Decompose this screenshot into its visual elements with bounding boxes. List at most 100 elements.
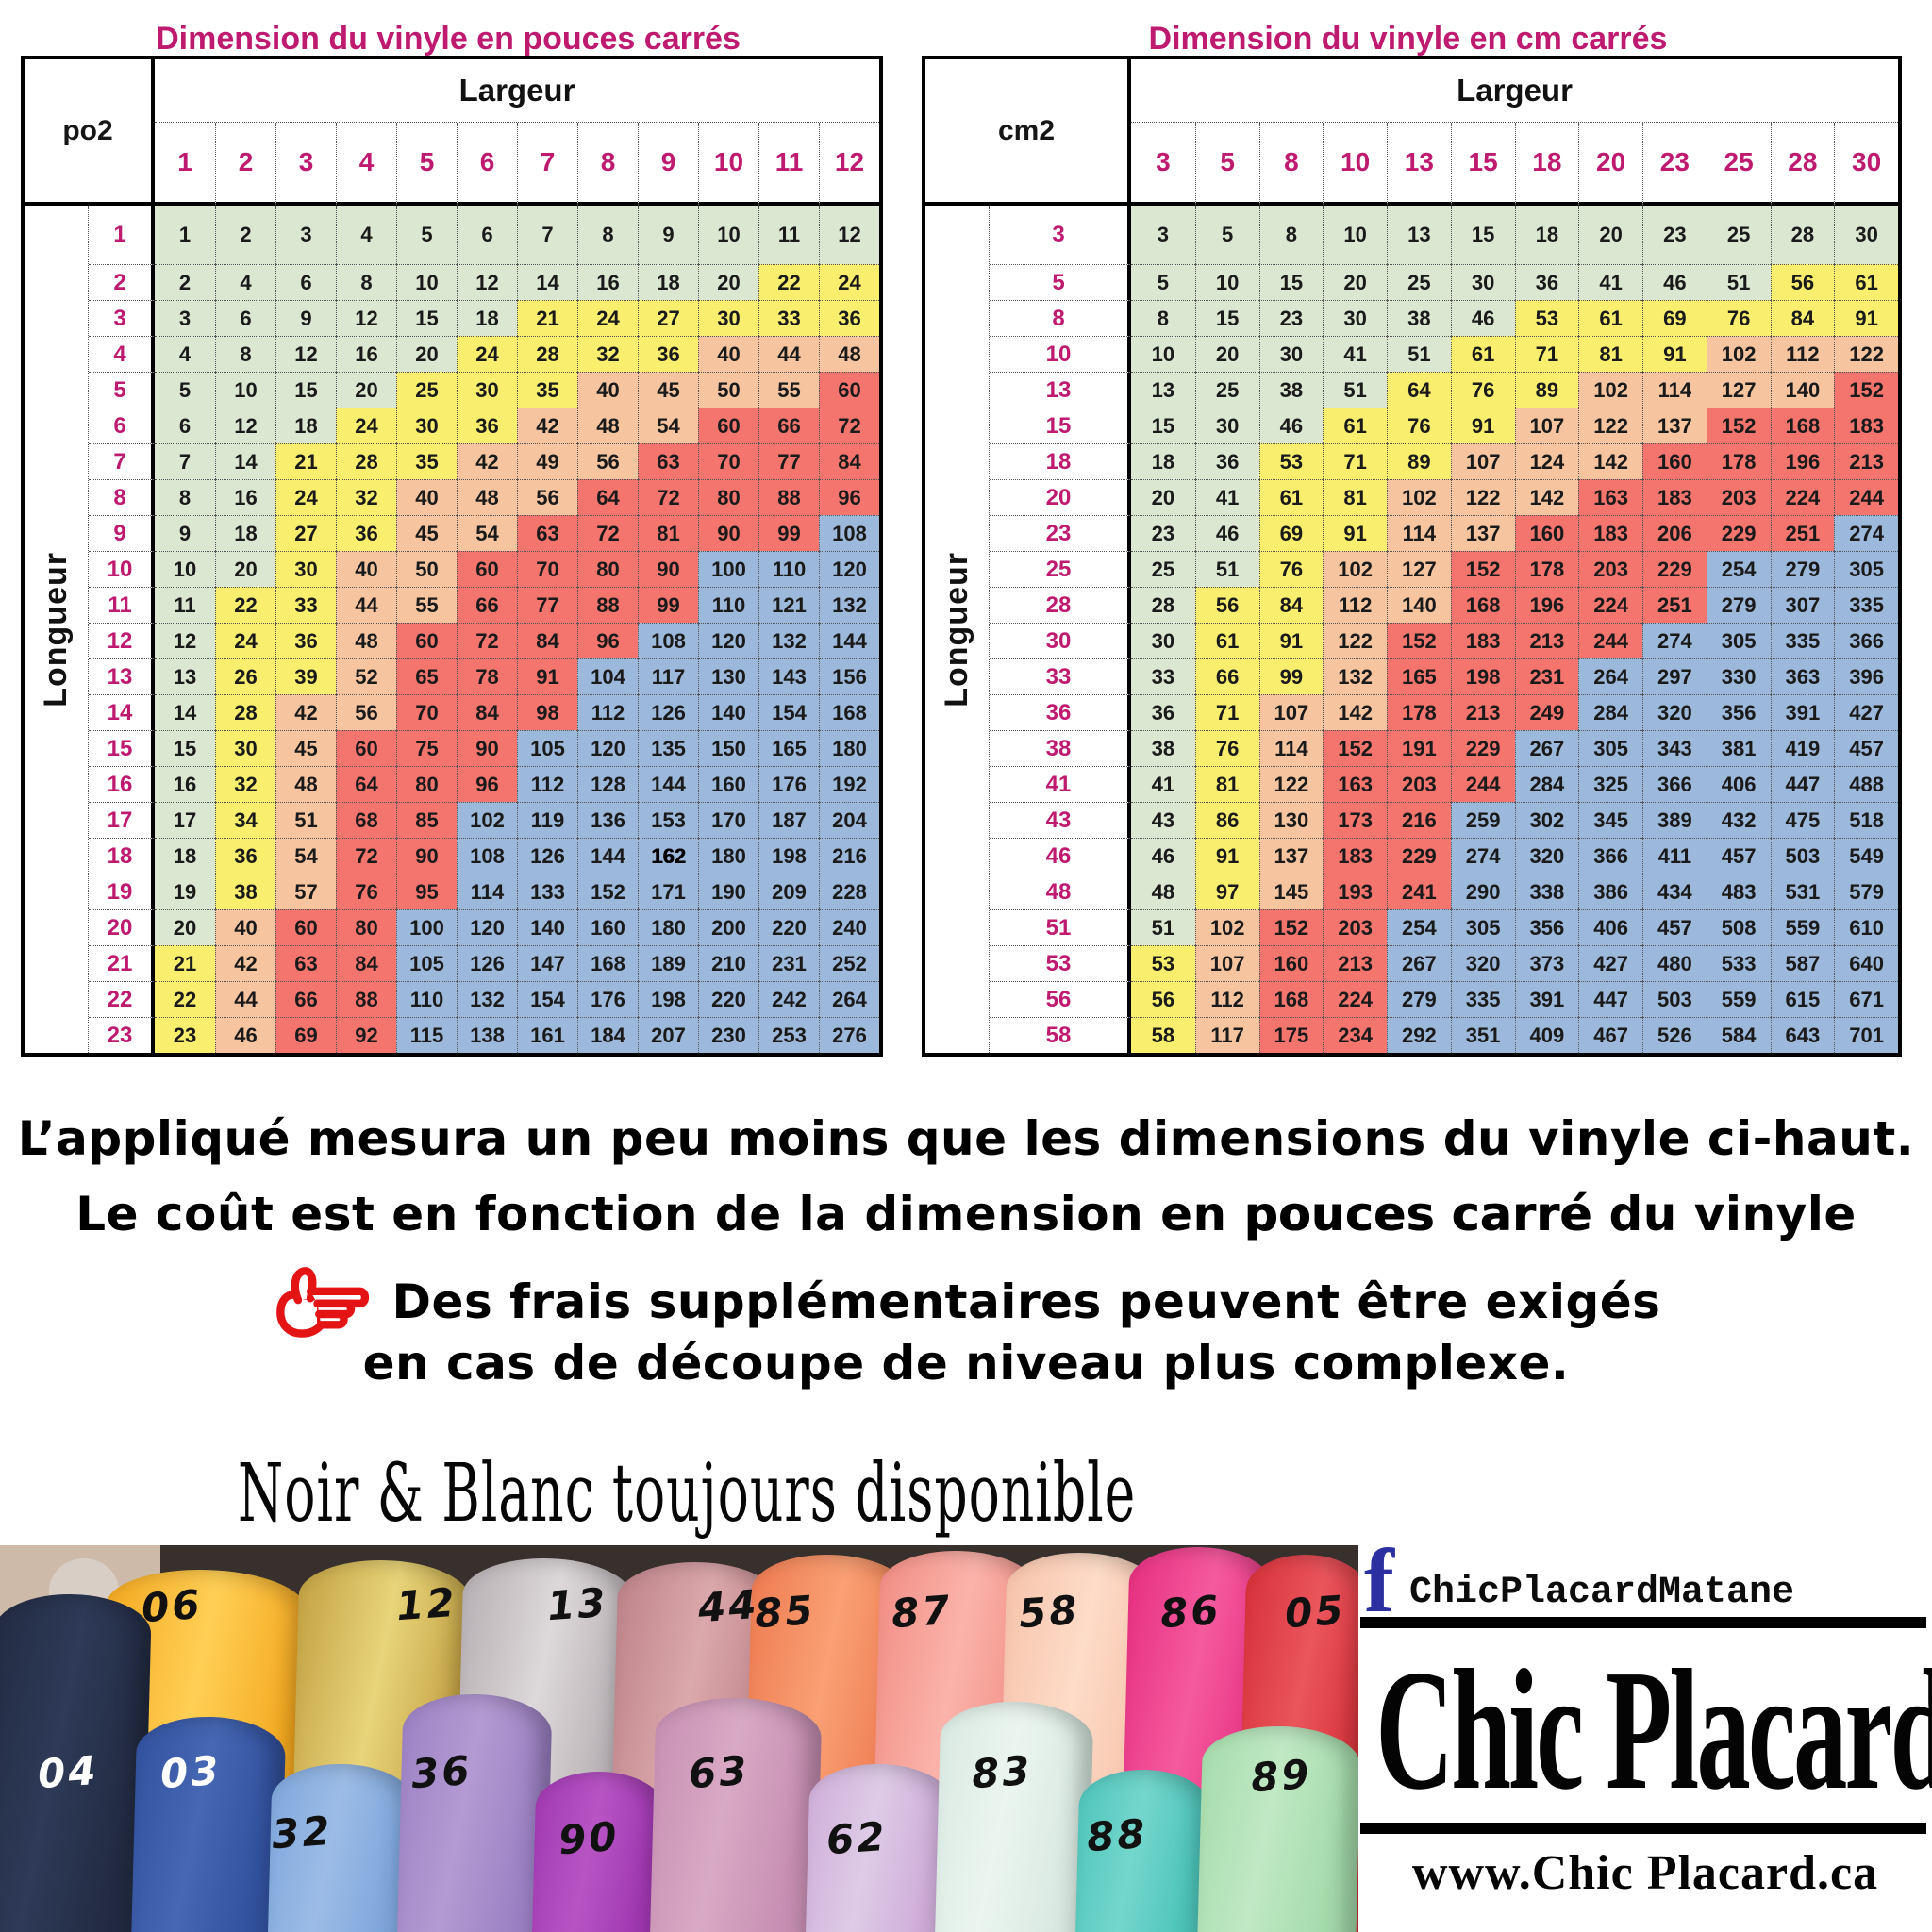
- table-cell: 176: [577, 981, 638, 1017]
- table-cell: 60: [457, 551, 517, 587]
- table-cell: 396: [1834, 658, 1898, 694]
- table-cell: 183: [1578, 515, 1642, 551]
- table-cell: 22: [758, 264, 819, 300]
- row-header: 36: [990, 694, 1131, 730]
- table-cell: 76: [1450, 372, 1515, 408]
- table-cell: 50: [396, 551, 457, 587]
- table-cell: 96: [457, 766, 517, 802]
- table-cell: 5: [155, 372, 215, 408]
- table-cell: 140: [1770, 372, 1835, 408]
- table-cell: 168: [1450, 587, 1515, 623]
- table-cell: 108: [819, 515, 879, 551]
- table-cell: 156: [819, 658, 879, 694]
- table-cell: 381: [1706, 730, 1771, 766]
- table-cell: 178: [1706, 443, 1771, 479]
- table-cell: 72: [457, 623, 517, 658]
- table-cell: 297: [1642, 658, 1707, 694]
- vinyl-roll-number-12: 12: [394, 1578, 459, 1630]
- table-cell: 15: [275, 372, 336, 408]
- row-axis-text: Longueur: [939, 551, 974, 708]
- table-cell: 610: [1834, 909, 1898, 945]
- table-cell: 252: [819, 945, 879, 981]
- table-cell: 3: [275, 206, 336, 264]
- table-cell: 56: [1194, 587, 1259, 623]
- table-cell: 117: [638, 658, 698, 694]
- table-cell: 15: [1258, 264, 1324, 300]
- table-cell: 213: [1323, 945, 1387, 981]
- table-cell: 192: [819, 766, 879, 802]
- vinyl-roll-number-03: 03: [158, 1746, 224, 1798]
- table-cell: 16: [155, 766, 215, 802]
- pointing-hand-icon: [275, 1267, 369, 1338]
- table-cell: 142: [1578, 443, 1642, 479]
- table-cell: 40: [577, 372, 638, 408]
- table-cell: 671: [1834, 981, 1898, 1017]
- table-cell: 21: [275, 443, 336, 479]
- table-cell: 68: [336, 802, 396, 838]
- table-cell: 36: [275, 623, 336, 658]
- table-cell: 701: [1834, 1017, 1898, 1053]
- table-cell: 99: [758, 515, 819, 551]
- website-url[interactable]: www.Chic Placard.ca: [1411, 1846, 1879, 1900]
- table-cell: 220: [698, 981, 758, 1017]
- table-cell: 84: [336, 945, 396, 981]
- table-cell: 110: [698, 587, 758, 623]
- table-cell: 89: [1514, 372, 1579, 408]
- table-cell: 229: [1642, 551, 1707, 587]
- table-cell: 559: [1706, 981, 1771, 1017]
- table-cell: 18: [1131, 443, 1195, 479]
- table-cell: 12: [215, 408, 275, 443]
- table-cell: 120: [457, 909, 517, 945]
- table-cell: 305: [1706, 623, 1771, 658]
- note-line-1: L’appliqué mesura un peu moins que les d…: [17, 1111, 1915, 1166]
- row-header: 38: [990, 730, 1131, 766]
- facebook-row: f ChicPlacardMatane: [1364, 1536, 1795, 1626]
- table-cell: 80: [396, 766, 457, 802]
- table-cell: 4: [215, 264, 275, 300]
- table-cell: 160: [1258, 945, 1324, 981]
- col-header: 15: [1450, 123, 1515, 206]
- table-cell: 110: [758, 551, 819, 587]
- table-cell: 33: [758, 300, 819, 336]
- table-cell: 33: [1131, 658, 1195, 694]
- table-cell: 35: [517, 372, 577, 408]
- table-cell: 5: [396, 206, 457, 264]
- table-cell: 36: [1194, 443, 1259, 479]
- table-cell: 53: [1131, 945, 1195, 981]
- table-cell: 32: [215, 766, 275, 802]
- table-cell: 25: [1131, 551, 1195, 587]
- table-cell: 97: [1194, 874, 1259, 909]
- row-header: 58: [990, 1017, 1131, 1053]
- inches-table-title: Dimension du vinyle en pouces carrés: [156, 21, 741, 57]
- table-cell: 33: [275, 587, 336, 623]
- table-cell: 23: [155, 1017, 215, 1053]
- table-cell: 427: [1578, 945, 1642, 981]
- table-cell: 406: [1706, 766, 1771, 802]
- table-cell: 119: [517, 802, 577, 838]
- table-cell: 76: [336, 874, 396, 909]
- table-cell: 58: [1131, 1017, 1195, 1053]
- table-cell: 587: [1770, 945, 1835, 981]
- table-cell: 176: [758, 766, 819, 802]
- table-cell: 259: [1450, 802, 1515, 838]
- col-header: 7: [517, 123, 577, 206]
- table-cell: 8: [155, 479, 215, 515]
- table-cell: 284: [1514, 766, 1579, 802]
- facebook-handle[interactable]: ChicPlacardMatane: [1408, 1572, 1795, 1614]
- table-cell: 25: [1387, 264, 1451, 300]
- table-cell: 130: [1258, 802, 1324, 838]
- table-cell: 40: [336, 551, 396, 587]
- row-header: 10: [990, 336, 1131, 372]
- table-cell: 107: [1514, 408, 1579, 443]
- table-cell: 3: [155, 300, 215, 336]
- table-cell: 38: [1258, 372, 1324, 408]
- table-cell: 191: [1387, 730, 1451, 766]
- table-cell: 386: [1578, 874, 1642, 909]
- table-cell: 102: [1578, 372, 1642, 408]
- table-cell: 8: [215, 336, 275, 372]
- vinyl-roll-83: [934, 1699, 1094, 1932]
- table-cell: 152: [1706, 408, 1771, 443]
- row-header: 5: [990, 264, 1131, 300]
- table-cell: 147: [517, 945, 577, 981]
- table-cell: 48: [457, 479, 517, 515]
